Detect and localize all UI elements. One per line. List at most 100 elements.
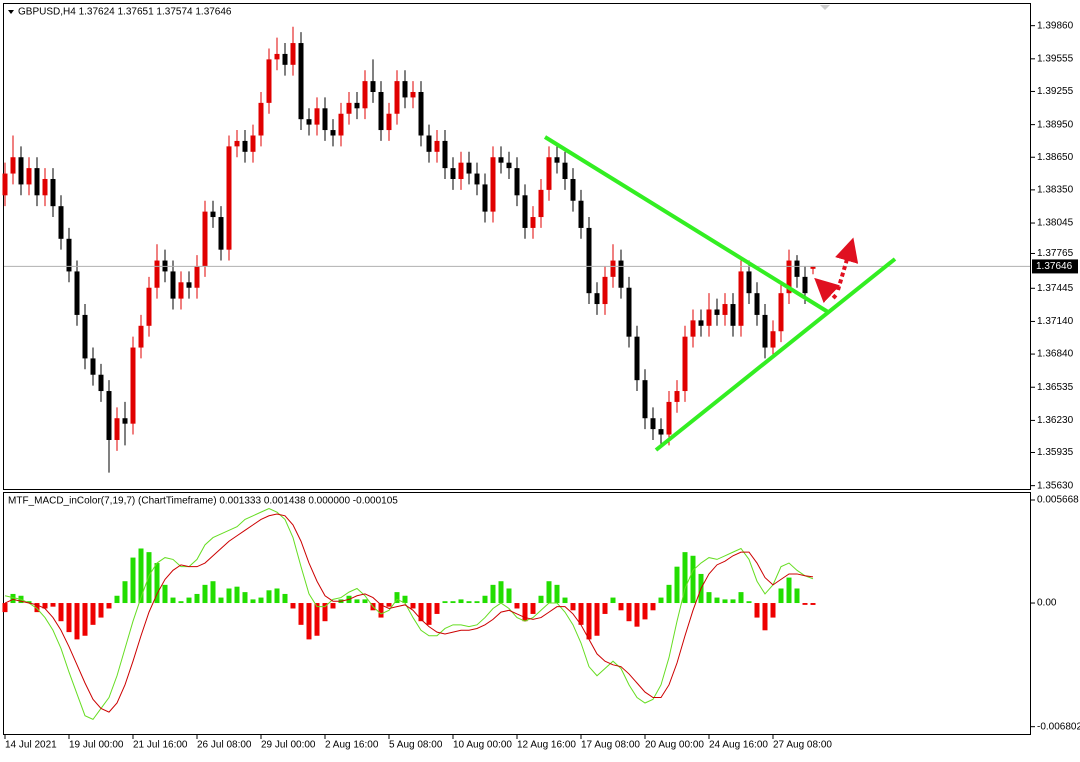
- histogram-bar: [315, 603, 320, 636]
- histogram-bar: [363, 599, 368, 603]
- candle-body: [243, 141, 248, 152]
- price-panel: GBPUSD,H4 1.37624 1.37651 1.37574 1.3764…: [4, 4, 1031, 490]
- histogram-bar: [427, 603, 432, 625]
- price-label: 1.37646: [1036, 261, 1073, 272]
- histogram-bar: [451, 601, 456, 603]
- candle-body: [547, 157, 552, 190]
- candle-body: [3, 174, 8, 196]
- candle-body: [299, 43, 304, 119]
- histogram-bar: [3, 603, 8, 612]
- candle-body: [195, 266, 200, 288]
- candle-body: [203, 212, 208, 266]
- histogram-bar: [747, 601, 752, 603]
- x-tick-label: 10 Aug 00:00: [453, 740, 512, 751]
- candle-body: [379, 92, 384, 130]
- candle-body: [747, 271, 752, 293]
- price-frame: [4, 4, 1031, 490]
- x-tick-label: 2 Aug 16:00: [325, 740, 379, 751]
- histogram-bar: [211, 581, 216, 603]
- candle-body: [155, 261, 160, 288]
- candle-body: [139, 326, 144, 348]
- histogram-bar: [203, 585, 208, 603]
- candle-body: [795, 261, 800, 277]
- candle-body: [83, 315, 88, 358]
- histogram-bar: [75, 603, 80, 639]
- candle-body: [627, 288, 632, 337]
- candle-body: [451, 168, 456, 179]
- histogram-bar: [603, 603, 608, 614]
- candle-body: [499, 157, 504, 162]
- candle-body: [19, 157, 24, 184]
- candle-body: [363, 81, 368, 108]
- candle-body: [283, 54, 288, 65]
- candle-body: [659, 429, 664, 434]
- histogram-bar: [51, 603, 56, 607]
- candle-body: [667, 402, 672, 435]
- candle-body: [555, 157, 560, 162]
- candle-body: [219, 217, 224, 250]
- histogram-bar: [91, 603, 96, 625]
- histogram-bar: [227, 588, 232, 603]
- candle-body: [691, 320, 696, 336]
- y-tick-label: 1.37445: [1037, 283, 1074, 294]
- histogram-bar: [779, 588, 784, 603]
- candle-body: [739, 271, 744, 325]
- histogram-bar: [459, 599, 464, 603]
- candle-body: [587, 228, 592, 293]
- y-tick-label: 0.00: [1037, 598, 1057, 609]
- y-tick-label: 1.36230: [1037, 415, 1074, 426]
- candle-body: [683, 337, 688, 391]
- candle-body: [147, 288, 152, 326]
- candle-body: [531, 217, 536, 228]
- histogram-bar: [691, 556, 696, 603]
- y-tick-label: 1.35935: [1037, 447, 1074, 458]
- histogram-bar: [243, 592, 248, 603]
- histogram-bar: [755, 603, 760, 618]
- candle-body: [475, 174, 480, 185]
- histogram-bar: [611, 598, 616, 603]
- histogram-bar: [555, 585, 560, 603]
- histogram-bar: [595, 603, 600, 636]
- candle-body: [355, 103, 360, 108]
- histogram-bar: [715, 598, 720, 603]
- candle-body: [411, 92, 416, 97]
- histogram-bar: [483, 596, 488, 603]
- candle-body: [331, 130, 336, 135]
- x-tick-label: 12 Aug 16:00: [517, 740, 576, 751]
- candle-body: [107, 391, 112, 440]
- x-tick-label: 5 Aug 08:00: [389, 740, 443, 751]
- candle-body: [323, 108, 328, 130]
- histogram-bar: [419, 603, 424, 621]
- candle-body: [179, 282, 184, 298]
- histogram-bar: [771, 603, 776, 618]
- y-tick-label: 0.005668: [1037, 495, 1079, 506]
- histogram-bar: [515, 603, 520, 608]
- histogram-bar: [635, 603, 640, 627]
- histogram-bar: [643, 603, 648, 619]
- histogram-bar: [283, 594, 288, 603]
- candle-body: [731, 304, 736, 326]
- candle-body: [171, 271, 176, 298]
- histogram-bar: [675, 567, 680, 603]
- candle-body: [11, 157, 16, 173]
- candle-body: [315, 108, 320, 124]
- histogram-bar: [723, 599, 728, 603]
- histogram-bar: [171, 598, 176, 603]
- histogram-bar: [707, 592, 712, 603]
- histogram-bar: [507, 588, 512, 603]
- candle-body: [643, 380, 648, 418]
- histogram-bar: [275, 588, 280, 603]
- histogram-bar: [475, 601, 480, 603]
- candle-body: [723, 304, 728, 315]
- candle-body: [515, 168, 520, 195]
- histogram-bar: [139, 548, 144, 603]
- histogram-bar: [739, 592, 744, 603]
- histogram-bar: [291, 603, 296, 608]
- candle-body: [291, 43, 296, 65]
- candle-body: [435, 141, 440, 152]
- candle-body: [523, 195, 528, 228]
- y-tick-label: 1.35630: [1037, 480, 1074, 491]
- x-tick-label: 24 Aug 16:00: [709, 740, 768, 751]
